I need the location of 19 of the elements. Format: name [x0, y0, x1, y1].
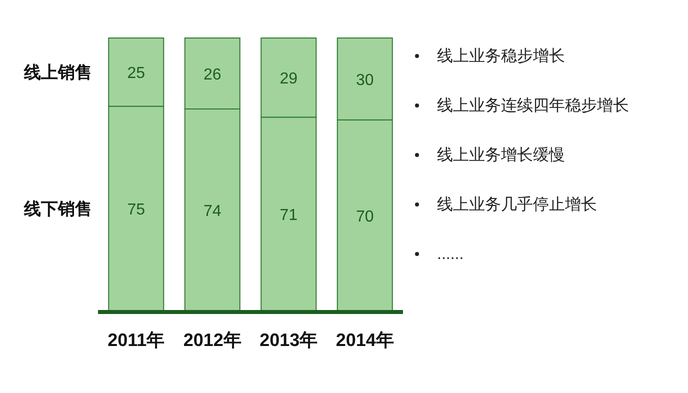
text: 线上业务增长缓慢: [437, 146, 565, 164]
x-tick-label: 2013年: [260, 330, 318, 350]
data-label: 26: [203, 66, 222, 84]
x-tick-label: 2012年: [183, 330, 242, 350]
data-label: 30: [356, 72, 374, 89]
data-label: 74: [203, 202, 222, 220]
data-label: 29: [280, 70, 298, 88]
data-label: 71: [280, 207, 298, 224]
data-label: 70: [356, 208, 374, 226]
text: ......: [437, 246, 464, 263]
text: 线上业务几乎停止增长: [437, 196, 597, 214]
x-tick-label: 2011年: [108, 330, 165, 350]
text: 线上业务稳步增长: [437, 47, 565, 65]
series-label: 线下销售: [23, 200, 92, 219]
data-label: 75: [127, 202, 146, 219]
text: 线上业务连续四年稳步增长: [437, 96, 629, 114]
series-label: 线上销售: [23, 63, 92, 82]
data-label: 25: [127, 65, 146, 82]
x-tick-label: 2014年: [336, 330, 394, 350]
